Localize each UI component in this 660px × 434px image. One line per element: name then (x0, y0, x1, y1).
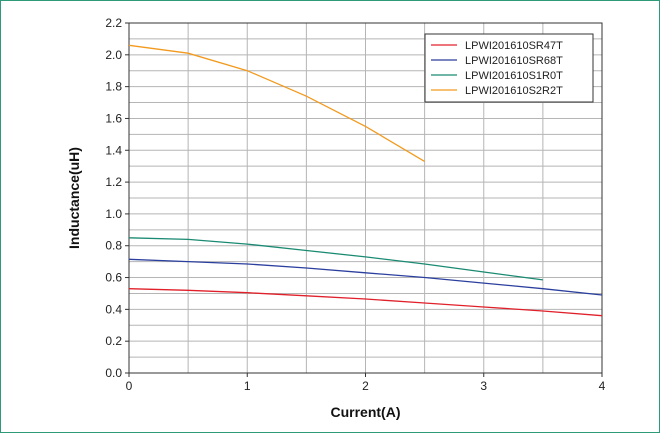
y-tick-label: 0.8 (105, 239, 122, 253)
y-tick-label: 1.0 (105, 207, 122, 221)
y-axis-ticks: 0.0 0.2 0.4 0.6 0.8 1.0 1.2 1.4 1.6 1.8 2.0 2.2 (105, 16, 129, 380)
y-tick-label: 1.2 (105, 175, 122, 189)
series-line-lpwi201610sr68t (128, 258, 603, 296)
series-lines (128, 44, 603, 317)
y-tick-label: 2.2 (105, 16, 122, 30)
y-tick-label: 1.6 (105, 111, 122, 125)
x-tick-label: 4 (599, 379, 606, 393)
y-tick-label: 0.6 (105, 271, 122, 285)
legend: LPWI201610SR47T LPWI201610SR68T LPWI201610… (424, 33, 594, 103)
series-line-lpwi201610s2r2t (128, 44, 425, 162)
legend-entry: LPWI201610S2R2T (465, 85, 563, 97)
y-tick-label: 0.4 (105, 302, 122, 316)
legend-entry: LPWI201610SR47T (465, 40, 563, 52)
x-tick-label: 0 (126, 379, 133, 393)
x-axis-title: Current(A) (331, 404, 401, 420)
x-axis-ticks: 0 1 2 3 4 (126, 373, 606, 393)
y-tick-label: 0.0 (105, 366, 122, 380)
y-tick-label: 1.8 (105, 80, 122, 94)
legend-entry: LPWI201610S1R0T (465, 70, 563, 82)
y-tick-label: 1.4 (105, 143, 122, 157)
x-tick-label: 1 (244, 379, 251, 393)
y-tick-label: 0.2 (105, 334, 122, 348)
y-axis-title: Inductance(uH) (66, 147, 82, 249)
x-tick-label: 3 (480, 379, 487, 393)
series-line-lpwi201610sr47t (128, 288, 603, 317)
series-line-lpwi201610s1r0t (128, 237, 543, 281)
legend-entry: LPWI201610SR68T (465, 55, 563, 67)
x-tick-label: 2 (362, 379, 369, 393)
y-tick-label: 2.0 (105, 48, 122, 62)
